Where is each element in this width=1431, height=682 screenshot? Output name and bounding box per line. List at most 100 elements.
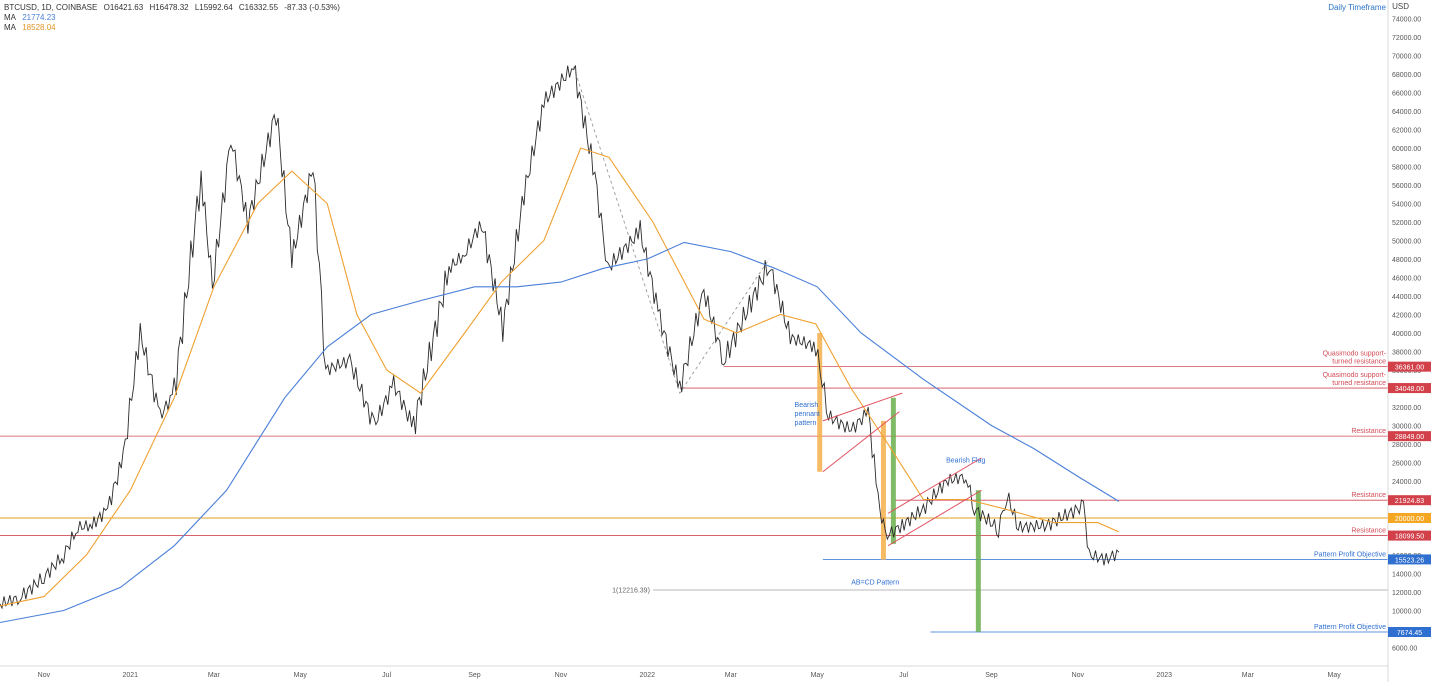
price-label-box <box>1388 361 1431 372</box>
x-tick-label: May <box>1328 672 1342 679</box>
y-tick-label: 14000.00 <box>1392 572 1421 579</box>
pattern-label: pattern <box>795 420 817 427</box>
x-tick-label: May <box>811 672 825 679</box>
y-tick-label: 74000.00 <box>1392 17 1421 24</box>
projection-bar <box>817 333 823 472</box>
pattern-label: AB=CD Pattern <box>851 580 899 587</box>
symbol-label[interactable]: BTCUSD, 1D, COINBASE <box>4 3 98 12</box>
y-tick-label: 58000.00 <box>1392 165 1421 172</box>
x-tick-label: Sep <box>985 672 998 679</box>
ma-fast-legend[interactable]: MA 21774.23 <box>4 13 60 22</box>
y-tick-label: 70000.00 <box>1392 54 1421 61</box>
x-tick-label: 2021 <box>123 672 139 679</box>
projection-bar <box>975 490 981 632</box>
y-tick-label: 64000.00 <box>1392 109 1421 116</box>
y-tick-label: 50000.00 <box>1392 239 1421 246</box>
currency-label: USD <box>1392 2 1409 11</box>
y-tick-label: 66000.00 <box>1392 91 1421 98</box>
x-tick-label: Jul <box>382 672 391 679</box>
price-label-box <box>1388 530 1431 541</box>
price-label-text: 36361.00 <box>1395 365 1424 372</box>
level-note: Resistance <box>1351 528 1386 535</box>
price-label-box <box>1388 495 1431 506</box>
price-label-box <box>1388 627 1431 638</box>
level-note: Resistance <box>1351 428 1386 435</box>
ohlc-legend: BTCUSD, 1D, COINBASE O16421.63 H16478.32… <box>4 3 344 12</box>
y-tick-label: 40000.00 <box>1392 331 1421 338</box>
x-tick-label: Mar <box>725 672 738 679</box>
y-tick-label: 56000.00 <box>1392 183 1421 190</box>
y-tick-label: 6000.00 <box>1392 646 1417 653</box>
pattern-channel-line <box>887 457 982 514</box>
high-label: H <box>149 3 156 12</box>
x-tick-label: Nov <box>38 672 51 679</box>
low-label: L <box>194 3 200 12</box>
ma-fast-label: MA <box>4 13 16 22</box>
level-note: Quasimodo support- <box>1323 351 1387 358</box>
y-tick-label: 60000.00 <box>1392 146 1421 153</box>
change-value: -87.33 (-0.53%) <box>284 3 340 12</box>
fib-level-label: 1(12216.39) <box>612 587 650 594</box>
price-label-text: 7674.45 <box>1397 630 1422 637</box>
x-tick-label: Mar <box>1242 672 1255 679</box>
y-tick-label: 62000.00 <box>1392 128 1421 135</box>
y-tick-label: 32000.00 <box>1392 405 1421 412</box>
annotation-layer-front: Quasimodo support-turned resistanceQuasi… <box>612 351 1387 631</box>
ma-slow-value: 18528.04 <box>22 23 56 32</box>
open-value: 16421.63 <box>109 3 144 12</box>
x-tick-label: Sep <box>468 672 481 679</box>
pattern-channel-line <box>822 411 900 473</box>
high-value: 16478.32 <box>155 3 189 12</box>
price-label-text: 18099.50 <box>1395 534 1424 541</box>
ma-slow-legend[interactable]: MA 18528.04 <box>4 23 60 32</box>
ma-slow-line <box>0 241 1120 624</box>
x-tick-label: Jul <box>899 672 908 679</box>
y-tick-label: 54000.00 <box>1392 202 1421 209</box>
price-label-text: 28849.00 <box>1395 434 1424 441</box>
pattern-label: pennant <box>795 411 820 418</box>
level-note: turned resistance <box>1332 359 1386 366</box>
projection-bar <box>880 420 886 560</box>
y-tick-label: 72000.00 <box>1392 35 1421 42</box>
abcd-pattern-leg <box>573 66 770 395</box>
price-label-box <box>1388 513 1431 523</box>
price-label-box <box>1388 383 1431 394</box>
pattern-channel-line <box>887 489 982 547</box>
y-tick-label: 46000.00 <box>1392 276 1421 283</box>
low-value: 15992.64 <box>199 3 233 12</box>
close-label: C <box>238 3 245 12</box>
close-value: 16332.55 <box>244 3 279 12</box>
y-tick-label: 24000.00 <box>1392 479 1421 486</box>
price-label-text: 34048.00 <box>1395 386 1424 393</box>
price-label-box <box>1388 554 1431 565</box>
timeframe-label: Daily Timeframe <box>1328 3 1386 12</box>
pattern-channel-line <box>822 392 903 422</box>
annotation-layer-back <box>0 66 1388 633</box>
price-label-box <box>1388 431 1431 442</box>
price-label-text: 21924.83 <box>1395 498 1424 505</box>
ma-fast-line <box>0 147 1120 607</box>
level-note: Pattern Profit Objective <box>1314 551 1386 558</box>
y-tick-label: 26000.00 <box>1392 461 1421 468</box>
y-tick-label: 52000.00 <box>1392 220 1421 227</box>
ma-slow-label: MA <box>4 23 16 32</box>
level-note: turned resistance <box>1332 380 1386 387</box>
y-tick-label: 28000.00 <box>1392 442 1421 449</box>
pattern-label: Bearish Flag <box>946 458 985 465</box>
level-note: Quasimodo support- <box>1323 372 1387 379</box>
x-tick-label: Nov <box>555 672 568 679</box>
level-note: Resistance <box>1351 492 1386 499</box>
y-tick-label: 30000.00 <box>1392 424 1421 431</box>
projection-bar <box>890 397 896 544</box>
x-tick-label: May <box>294 672 308 679</box>
y-tick-label: 68000.00 <box>1392 72 1421 79</box>
open-label: O <box>103 3 110 12</box>
pattern-label: Bearish <box>795 402 819 409</box>
y-tick-label: 12000.00 <box>1392 590 1421 597</box>
price-label-text: 15523.26 <box>1395 557 1424 564</box>
x-tick-label: 2023 <box>1156 672 1172 679</box>
y-tick-label: 48000.00 <box>1392 257 1421 264</box>
x-tick-label: Mar <box>208 672 221 679</box>
